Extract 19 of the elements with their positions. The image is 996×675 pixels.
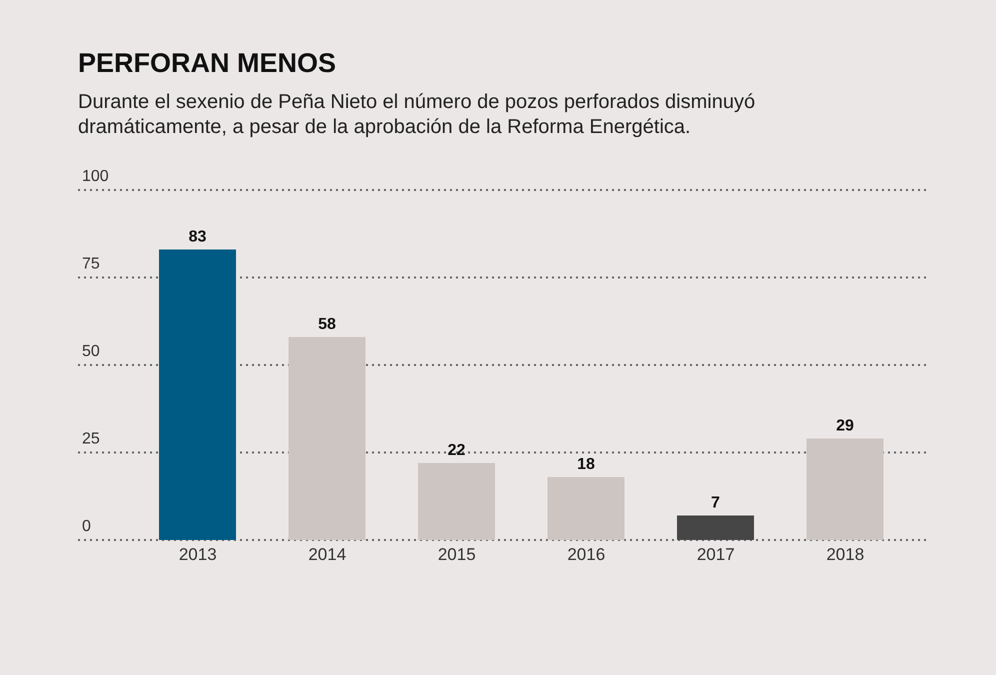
chart-subtitle: Durante el sexenio de Peña Nieto el número de pozos perforados disminuyó dramáticamente, a pesar de la aprobación de la Reforma Energética. bbox=[78, 90, 756, 140]
data-label: 29 bbox=[836, 418, 854, 434]
x-tick-label: 2016 bbox=[567, 545, 606, 564]
x-tick-label: 2017 bbox=[696, 545, 735, 564]
y-tick-label: 75 bbox=[82, 256, 100, 272]
x-tick-label: 2014 bbox=[308, 545, 346, 564]
x-tick-label: 2013 bbox=[178, 545, 217, 564]
y-tick-label: 50 bbox=[82, 343, 100, 360]
y-tick-label: 0 bbox=[82, 518, 91, 535]
data-label: 18 bbox=[577, 456, 595, 473]
x-tick-label: 2015 bbox=[438, 545, 476, 564]
y-tick-label: 100 bbox=[82, 168, 109, 185]
chart-title: PERFORAN MENOS bbox=[78, 48, 336, 79]
y-tick-label: 25 bbox=[82, 430, 100, 448]
data-label: 83 bbox=[188, 228, 206, 246]
data-label: 58 bbox=[318, 316, 336, 333]
data-label: 7 bbox=[711, 494, 720, 512]
x-tick-label: 2018 bbox=[826, 545, 864, 564]
data-label: 22 bbox=[448, 442, 466, 459]
